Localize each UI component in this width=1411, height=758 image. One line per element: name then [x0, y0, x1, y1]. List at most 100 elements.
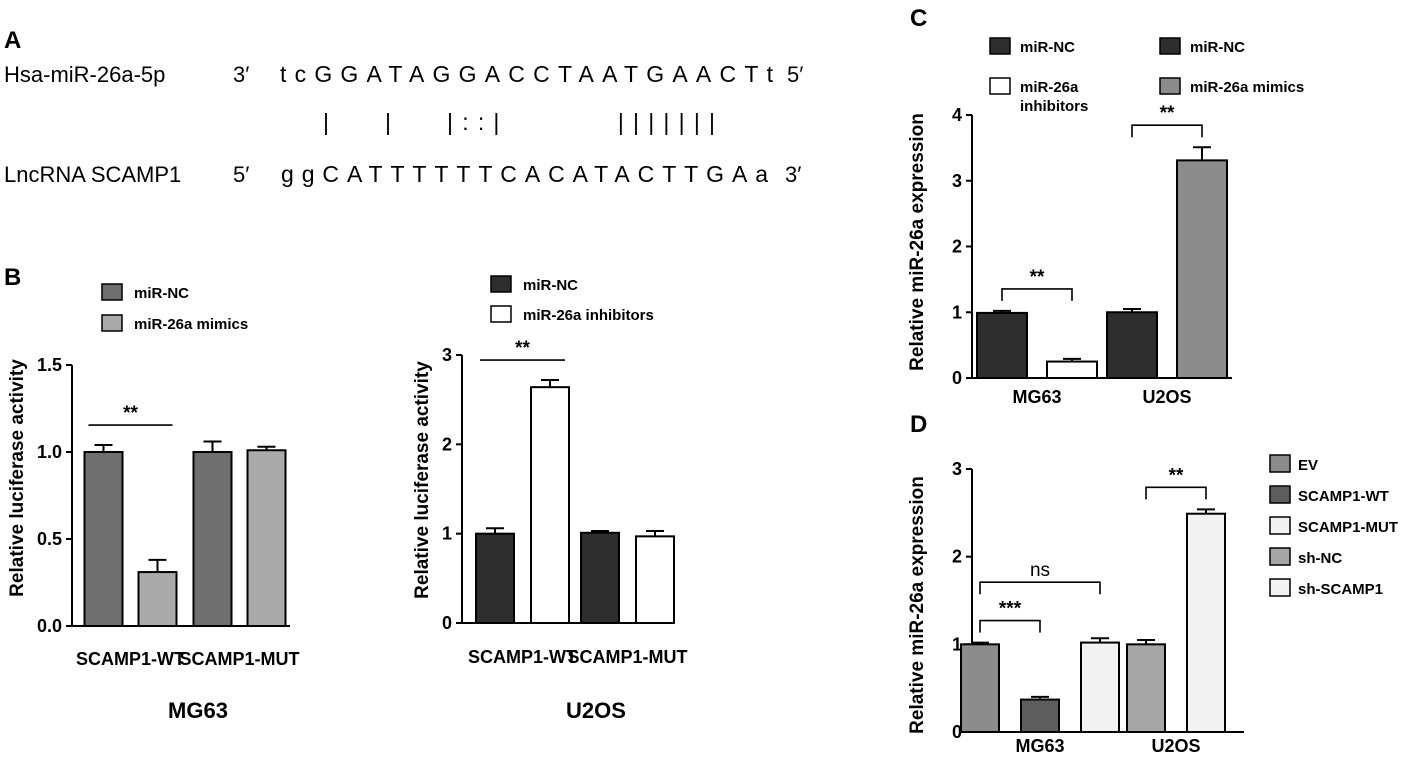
bar: [1106, 311, 1158, 379]
legend-swatch: [1269, 485, 1291, 504]
y-axis-label: Relative miR-26a expression: [907, 476, 928, 734]
significance-bracket: [979, 619, 1041, 633]
legend-label: miR-26a inhibitors: [523, 307, 654, 324]
y-axis-label: Relative luciferase activity: [412, 361, 433, 599]
bar: [1020, 698, 1060, 734]
y-tick-label: 2: [442, 434, 452, 454]
legend-swatch: [989, 37, 1011, 55]
legend-swatch: [1269, 516, 1291, 535]
bar: [1176, 159, 1228, 379]
legend-label: miR-NC: [134, 285, 189, 302]
legend-label: miR-26a inhibitors: [1020, 79, 1088, 115]
significance-bracket: [1131, 124, 1203, 138]
y-axis-label: Relative luciferase activity: [7, 359, 28, 597]
y-tick-label: 3: [952, 171, 962, 191]
bar: [530, 386, 570, 624]
bar: [635, 535, 675, 625]
legend-label: miR-26a mimics: [1190, 79, 1304, 96]
x-category-label: SCAMP1-MUT: [180, 649, 300, 669]
legend-label: miR-NC: [1020, 39, 1075, 56]
legend-swatch: [989, 77, 1011, 95]
bar: [960, 643, 1000, 733]
mirna-name: Hsa-miR-26a-5p: [4, 62, 165, 87]
legend-label: miR-NC: [1190, 39, 1245, 56]
legend-swatch: [1159, 77, 1181, 95]
y-tick-label: 0: [952, 368, 962, 388]
legend-swatch: [490, 305, 512, 323]
bar: [1186, 512, 1226, 734]
x-category-label: SCAMP1-WT: [76, 649, 185, 669]
lnc-sequence: ggCATTTTTTCACATACTTGAa: [281, 161, 768, 187]
y-tick-label: 0: [952, 722, 962, 742]
legend-swatch: [1269, 547, 1291, 566]
x-category-label: MG63: [1012, 387, 1061, 407]
y-tick-label: 0.0: [37, 616, 62, 636]
legend-label: sh-NC: [1298, 550, 1342, 567]
significance-label: **: [1160, 103, 1175, 124]
x-category-label: SCAMP1-WT: [468, 647, 577, 667]
bar: [192, 451, 233, 627]
x-category-label: MG63: [1015, 736, 1064, 756]
panel-letter-c: C: [910, 5, 927, 32]
bar: [83, 451, 124, 627]
chart-c: 0 1 2 3 4 Relative miR-26a expression MG63 U2OS…: [907, 37, 1304, 407]
legend-swatch: [101, 314, 123, 332]
significance-label: **: [1030, 267, 1045, 288]
bar: [1126, 643, 1166, 733]
significance-label: **: [515, 338, 530, 359]
panel-letter-d: D: [910, 411, 927, 438]
legend-label: miR-26a mimics: [134, 316, 248, 333]
y-tick-label: 3: [442, 345, 452, 365]
y-tick-label: 2: [952, 547, 962, 567]
y-tick-label: 1.0: [37, 442, 62, 462]
bar: [580, 531, 620, 624]
bar: [137, 571, 178, 627]
y-tick-label: 1.5: [37, 355, 62, 375]
legend-swatch: [1159, 37, 1181, 55]
legend-swatch: [101, 283, 123, 301]
significance-label: ns: [1030, 560, 1050, 581]
y-tick-label: 1: [952, 634, 962, 654]
significance-label: ***: [999, 599, 1022, 620]
significance-label: **: [123, 403, 138, 424]
bar: [246, 449, 287, 628]
lnc-left-end: 5′: [233, 162, 249, 187]
legend-swatch: [490, 275, 512, 293]
x-category-label: SCAMP1-MUT: [568, 647, 688, 667]
legend-label: sh-SCAMP1: [1298, 581, 1383, 598]
significance-bracket: [1145, 486, 1207, 500]
pairing-lines: | | |::| |||||||: [323, 109, 715, 135]
legend-label: SCAMP1-MUT: [1298, 519, 1398, 536]
y-tick-label: 0: [442, 613, 452, 633]
chart-d: 0 1 2 3 Relative miR-26a expression MG63 U2OS *…: [907, 454, 1398, 756]
y-tick-label: 3: [952, 459, 962, 479]
bar: [976, 311, 1028, 379]
legend-swatch: [1269, 578, 1291, 597]
y-axis-label: Relative miR-26a expression: [907, 113, 928, 371]
bar: [1046, 360, 1098, 379]
sequence-alignment: Hsa-miR-26a-5p 3′ tcGGATAGGACCTAATGAACTt…: [4, 61, 803, 187]
y-tick-label: 0.5: [37, 529, 62, 549]
y-tick-label: 1: [442, 524, 452, 544]
cell-line-label: U2OS: [566, 698, 626, 723]
legend-label: EV: [1298, 457, 1318, 474]
x-category-label: U2OS: [1142, 387, 1191, 407]
chart-b-u2os: 0 1 2 3 Relative luciferase activity SCAMP1-W…: [412, 275, 688, 723]
y-tick-label: 2: [952, 237, 962, 257]
significance-label: **: [1169, 465, 1184, 486]
legend-label: miR-NC: [523, 277, 578, 294]
mirna-left-end: 3′: [233, 62, 249, 87]
chart-b-mg63: 0.0 0.5 1.0 1.5 Relative luciferase activity…: [7, 283, 300, 723]
legend-label: SCAMP1-WT: [1298, 488, 1389, 505]
bar: [475, 532, 515, 625]
y-tick-label: 4: [952, 105, 962, 125]
bar: [1080, 641, 1120, 734]
mirna-right-end: 5′: [787, 62, 803, 87]
y-tick-label: 1: [952, 302, 962, 322]
cell-line-label: MG63: [168, 698, 228, 723]
significance-bracket: [1001, 288, 1073, 301]
lnc-right-end: 3′: [785, 162, 801, 187]
legend-swatch: [1269, 454, 1291, 473]
panel-letter-a: A: [4, 27, 21, 54]
